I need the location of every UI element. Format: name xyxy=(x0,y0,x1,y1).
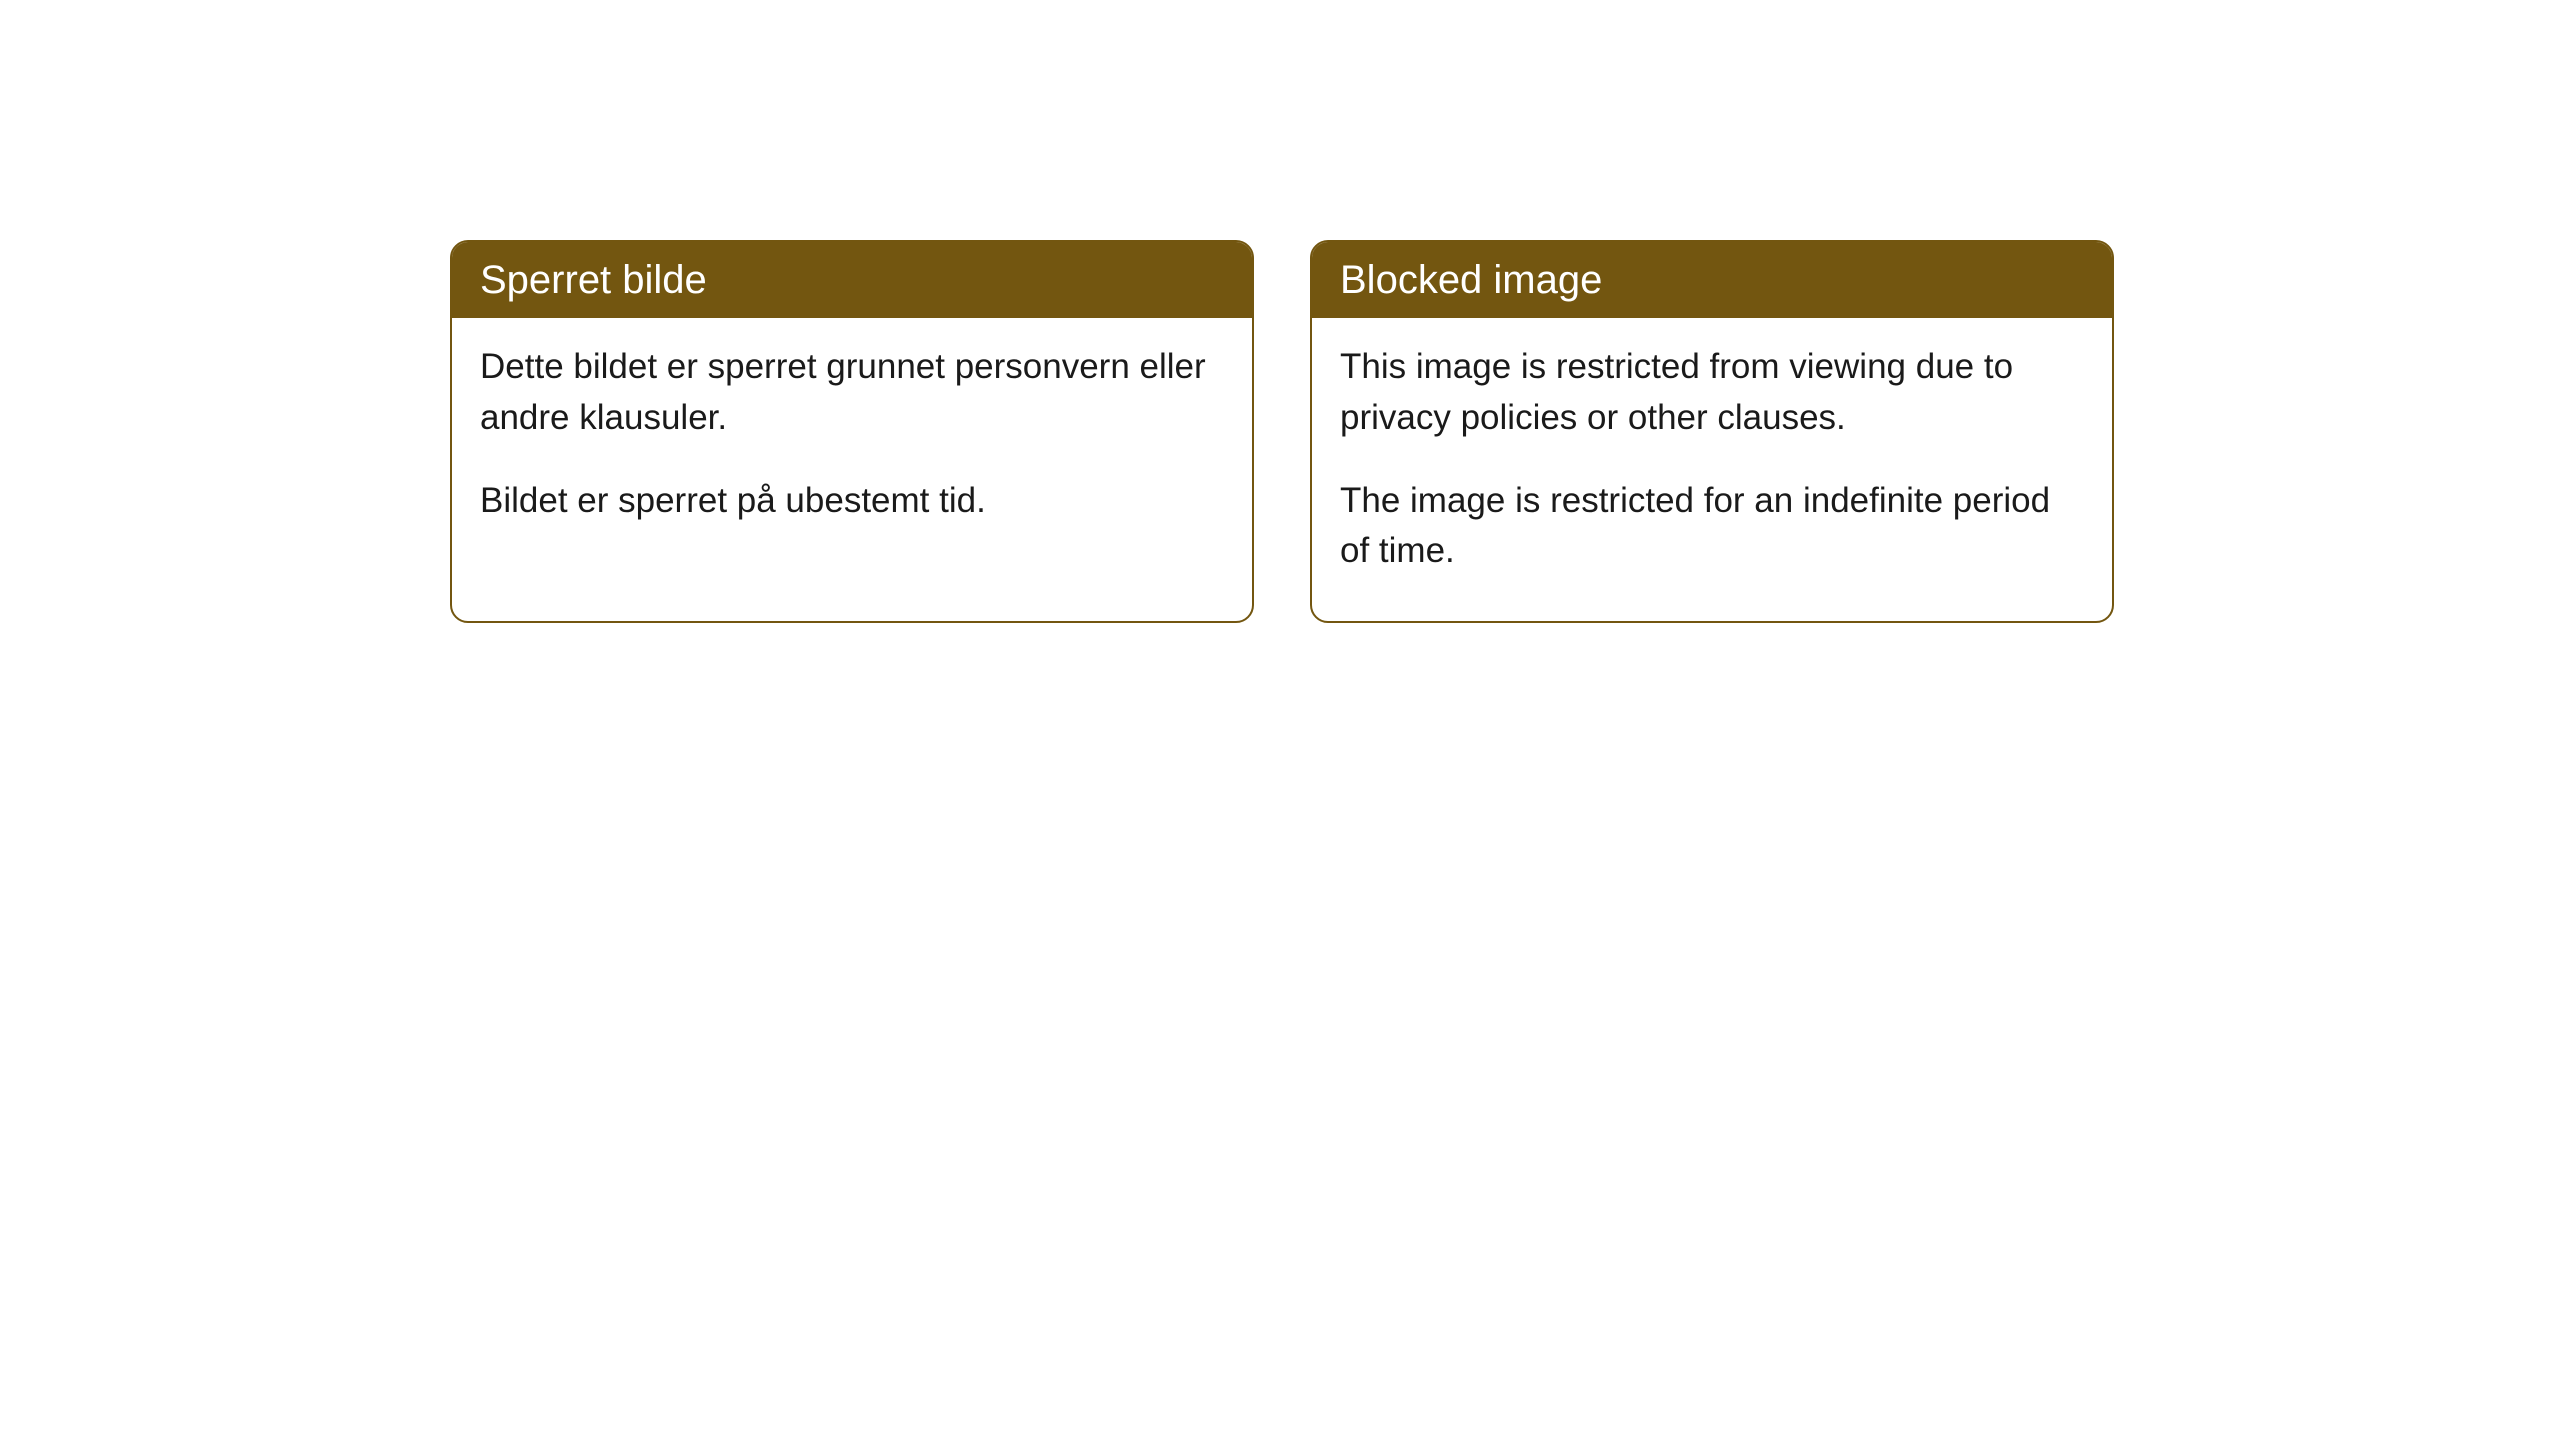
notice-card-norwegian: Sperret bilde Dette bildet er sperret gr… xyxy=(450,240,1254,623)
card-paragraph: This image is restricted from viewing du… xyxy=(1340,342,2084,444)
notice-cards-container: Sperret bilde Dette bildet er sperret gr… xyxy=(0,0,2560,623)
card-paragraph: Dette bildet er sperret grunnet personve… xyxy=(480,342,1224,444)
card-header: Blocked image xyxy=(1312,242,2112,318)
card-title: Blocked image xyxy=(1340,258,1602,302)
card-paragraph: Bildet er sperret på ubestemt tid. xyxy=(480,476,1224,527)
card-header: Sperret bilde xyxy=(452,242,1252,318)
card-body: Dette bildet er sperret grunnet personve… xyxy=(452,318,1252,570)
notice-card-english: Blocked image This image is restricted f… xyxy=(1310,240,2114,623)
card-paragraph: The image is restricted for an indefinit… xyxy=(1340,476,2084,578)
card-title: Sperret bilde xyxy=(480,258,707,302)
card-body: This image is restricted from viewing du… xyxy=(1312,318,2112,621)
